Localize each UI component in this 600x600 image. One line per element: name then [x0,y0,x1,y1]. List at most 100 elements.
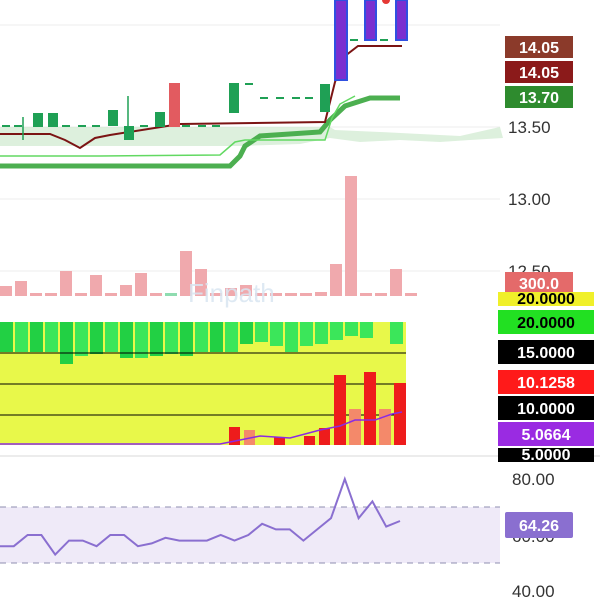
price-badges: 14.05 14.05 13.70 300.0 20.0000 20.0000 … [498,36,594,538]
candle [229,83,239,113]
candle [320,84,330,112]
price-tick: 13.00 [508,190,551,209]
osc-badge: 5.0664 [522,427,571,444]
osc-green-bar [195,322,208,352]
osc-red-bar [349,409,361,445]
volume-bar [360,293,372,296]
osc-green-bar [210,322,223,352]
volume-bar [15,281,27,296]
candles [22,0,408,140]
candle-big [395,0,408,41]
candle [124,126,134,140]
volume-bar [345,176,357,296]
price-badge: 13.70 [519,90,559,107]
ma-line-light [0,95,356,157]
volume-bar [390,269,402,296]
badge-box [498,340,594,364]
osc-red-bar [229,427,240,445]
badge-box [505,512,573,538]
rsi-tick: 40.00 [512,582,555,600]
badge-box [498,370,594,394]
badge-box [498,292,594,306]
rsi-panel [0,475,500,564]
volume-bar [330,264,342,296]
volume-bar [180,251,192,296]
volume-bar [405,293,417,296]
osc-red-bar [274,437,285,445]
osc-green-bar [225,322,238,352]
osc-green-bar [60,322,73,364]
candle-big [364,0,377,41]
osc-red-bar [304,436,315,445]
volume-bar [135,273,147,296]
volume-bar [30,293,42,296]
volume-bar [270,293,282,296]
volume-bar [0,286,12,296]
osc-badge: 10.0000 [517,401,575,418]
osc-badge: 20.0000 [517,315,575,332]
osc-red-bar [364,372,376,445]
candle-big [334,0,348,81]
oscillator-red-bars [229,372,406,445]
candle [169,83,180,127]
rsi-badge: 64.26 [519,518,559,535]
volume-bar [375,293,387,296]
osc-green-bar [90,322,103,354]
volume-bar [165,293,177,296]
osc-green-bar [45,322,58,352]
osc-green-bar [135,322,148,358]
dash-markers [2,39,388,127]
rsi-line [0,475,401,557]
osc-green-bar [180,322,193,356]
badge-box [505,36,573,58]
price-tick: 13.50 [508,118,551,137]
volume-bar [210,293,222,296]
volume-bar [195,269,207,296]
badge-box [505,272,573,294]
signal-dot [382,0,390,4]
volume-bar [90,275,102,296]
osc-green-bar [165,322,178,354]
volume-bar [240,285,252,296]
osc-badge: 20.0000 [517,291,575,308]
volume-bar [120,285,132,296]
osc-red-bar [334,375,346,445]
osc-green-bar [285,322,298,352]
osc-green-bar [30,322,43,352]
volume-bar [60,271,72,296]
osc-green-bar [15,322,28,352]
oscillator-green-bars [0,322,403,364]
badge-box [505,86,573,108]
osc-green-bar [255,322,268,342]
badge-box [498,396,594,420]
osc-signal-line [0,411,403,445]
volume-bar [300,293,312,296]
candle [48,113,58,127]
badge-box [498,310,594,334]
badge-box [505,61,573,83]
price-panel [0,0,503,169]
candle [155,112,165,127]
oscillator-panel [0,322,406,445]
osc-green-bar [345,322,358,336]
osc-green-bar [300,322,313,346]
rsi-tick: 80.00 [512,470,555,489]
osc-red-bar [394,383,406,445]
osc-badge: 5.0000 [522,447,571,464]
badge-box [498,422,594,446]
osc-green-bar [105,322,118,352]
volume-bar [255,293,267,296]
osc-green-bar [75,322,88,356]
volume-bar [75,293,87,296]
volume-panel [0,176,417,296]
price-badge: 14.05 [519,40,559,57]
osc-red-bar [319,428,330,445]
osc-green-bar [330,322,343,340]
osc-badge: 15.0000 [517,345,575,362]
osc-green-bar [0,322,13,352]
price-badge: 14.05 [519,65,559,82]
osc-green-bar [150,322,163,356]
volume-badge: 300.0 [519,276,559,293]
osc-green-bar [270,322,283,346]
